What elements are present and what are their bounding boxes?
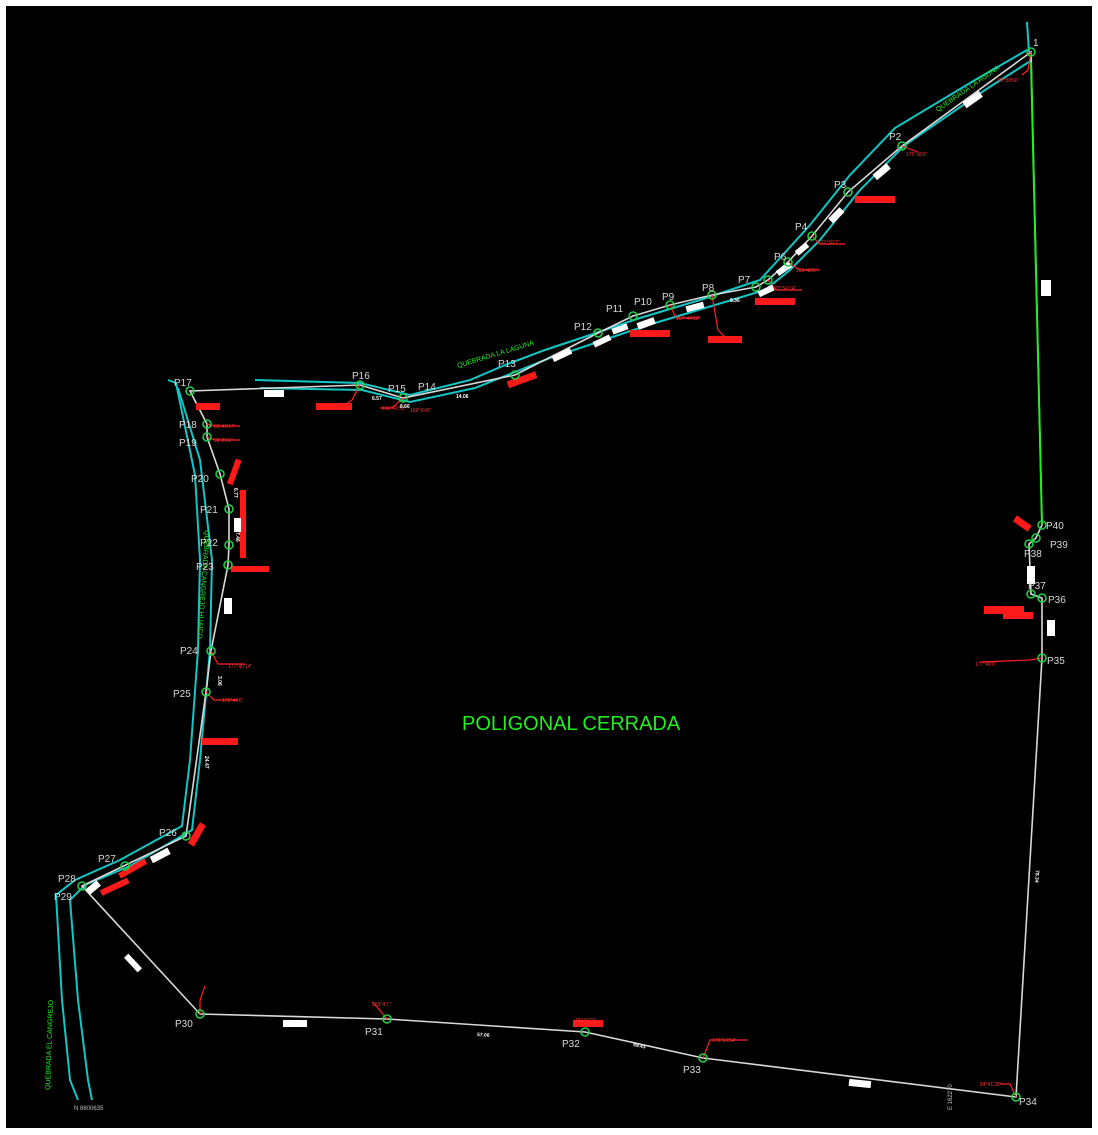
vertex-label-p4: P4 — [795, 222, 808, 233]
vertex-label-p29: P29 — [54, 892, 72, 903]
vertex-label-p16: P16 — [352, 371, 370, 382]
distance-blocks — [85, 90, 1055, 1089]
angle-leaders — [199, 51, 1043, 1098]
vertex-label-p20: P20 — [191, 474, 209, 485]
angle-label-9: 81°46'17" — [214, 424, 236, 430]
angle-blocks — [99, 196, 1033, 1027]
vertex-label-p35: P35 — [1047, 656, 1065, 667]
angle-label-16: 84°41'28" — [980, 1082, 1002, 1088]
vertex-label-p39: P39 — [1050, 540, 1068, 551]
vertex-label-p13: P13 — [498, 359, 516, 370]
vertex-label-p2: P2 — [889, 132, 902, 143]
vertex-label-p8: P8 — [702, 283, 715, 294]
vertex-label-p21: P21 — [200, 505, 218, 516]
vertex-label-p12: P12 — [574, 322, 592, 333]
vertex-label-p7: P7 — [738, 275, 751, 286]
creek-label-southwest: QUEBRADA EL CANGREJO — [45, 999, 55, 1090]
vertex-label-p34: P34 — [1019, 1097, 1037, 1108]
vertex-label-p32: P32 — [562, 1039, 580, 1050]
east-coordinate: E 162270 — [948, 1084, 954, 1110]
vertex-label-p14: P14 — [418, 382, 436, 393]
angle-label-6: 167°44'32" — [676, 316, 700, 322]
distance-label-11: 78.34 — [1033, 870, 1040, 883]
vertex-label-p3: P3 — [834, 180, 847, 191]
north-coordinate: N 8600635 — [74, 1106, 104, 1112]
vertex-label-p10: P10 — [634, 297, 652, 308]
angle-label-10: 98°2'51" — [214, 438, 233, 444]
vertex-label-p23: P23 — [196, 562, 214, 573]
creek-south-bank — [259, 59, 1033, 404]
vertex-label-p18: P18 — [179, 420, 197, 431]
angle-label-8: 169°9'45" — [410, 408, 432, 414]
angle-label-2: 175°38'6" — [906, 152, 928, 158]
distance-label-8: 24.47 — [203, 756, 209, 769]
vertex-label-p31: P31 — [365, 1027, 383, 1038]
vertex-label-p28: P28 — [58, 874, 76, 885]
angle-label-14: 156°57'3" — [575, 1018, 597, 1024]
cad-drawing: QUEBRADA LA AGUNA QUEBRADA LA LAGUNA QUE… — [45, 21, 1068, 1112]
vertex-label-p30: P30 — [175, 1019, 193, 1030]
distance-label-4: 8.66 — [400, 404, 410, 410]
angle-label-3: 127°55'7" — [818, 240, 840, 246]
vertex-label-p38: P38 — [1024, 549, 1042, 560]
creek-west-bank-outer — [54, 379, 202, 1101]
distance-label-9: 57.06 — [477, 1032, 490, 1039]
vertex-labels: 1 P2 P3 P4 P6 P7 P8 P9 P10 P11 P12 P13 P… — [54, 38, 1068, 1108]
vertex-label-p36: P36 — [1048, 595, 1066, 606]
vertex-label-p24: P24 — [180, 646, 198, 657]
vertex-label-p27: P27 — [98, 854, 116, 865]
drawing-title: POLIGONAL CERRADA — [462, 713, 681, 735]
angle-label-4: 165°48'6" — [796, 268, 818, 274]
vertex-label-p19: P19 — [179, 438, 197, 449]
creek-north-tip — [1026, 21, 1030, 53]
angle-label-12: 176°44'6" — [222, 698, 244, 704]
cad-drawing-viewport: QUEBRADA LA AGUNA QUEBRADA LA LAGUNA QUE… — [6, 6, 1092, 1128]
distance-label-7: 7.46 — [234, 532, 240, 542]
vertex-label-p15: P15 — [388, 384, 406, 395]
vertex-label-p33: P33 — [683, 1065, 701, 1076]
angle-label-17: 177°49'6" — [975, 662, 997, 668]
distance-label-5: 3.06 — [216, 676, 222, 686]
vertex-label-p40: P40 — [1046, 521, 1064, 532]
vertex-label-p11: P11 — [606, 304, 623, 315]
angle-label-5: 173°54'14" — [772, 286, 796, 292]
distance-label-10: 69.43 — [633, 1042, 647, 1051]
angle-label-11: 177°40'14" — [228, 664, 252, 670]
distance-label-2: 8.36 — [730, 298, 740, 304]
creek-north-bank — [254, 49, 1028, 397]
creek-label-middle: QUEBRADA LA LAGUNA — [457, 340, 536, 370]
boundary-polygon — [80, 50, 1043, 1098]
angle-label-15: 178°13'54" — [712, 1038, 736, 1044]
vertex-label-p6: P6 — [774, 252, 787, 263]
angle-label-13: 153°4'7" — [372, 1002, 391, 1008]
distance-label-6: 6.77 — [232, 488, 238, 498]
distance-label-3: 14.06 — [456, 394, 469, 400]
green-survey-line — [1030, 61, 1043, 526]
distance-label-1: 6.57 — [372, 396, 382, 402]
vertex-label-p17: P17 — [174, 378, 192, 389]
angle-label-1: 98°38'56" — [998, 78, 1020, 84]
angle-label-7: 166°43'50" — [382, 406, 406, 412]
vertex-markers — [77, 47, 1047, 1102]
vertex-label-p9: P9 — [662, 292, 675, 303]
vertex-label-p22: P22 — [200, 538, 218, 549]
vertex-label-p26: P26 — [159, 828, 177, 839]
vertex-label-1: 1 — [1033, 38, 1039, 49]
vertex-label-p25: P25 — [173, 689, 191, 700]
vertex-label-p37: P37 — [1028, 581, 1046, 592]
